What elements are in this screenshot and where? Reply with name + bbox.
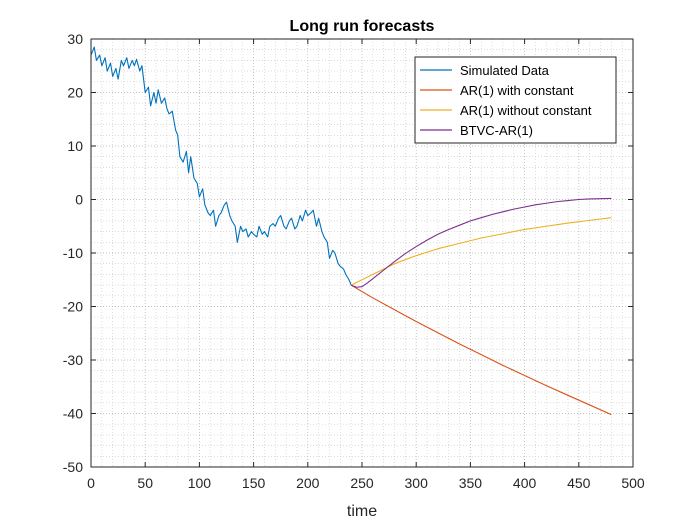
y-tick-label: -20 xyxy=(63,299,83,315)
series-layer xyxy=(90,46,612,416)
series-line-ar-1-with-constant xyxy=(350,284,612,416)
x-tick-label: 100 xyxy=(188,475,212,491)
x-tick-label: 350 xyxy=(459,475,483,491)
axis-ticks xyxy=(90,38,634,468)
x-tick-label: 250 xyxy=(350,475,374,491)
y-tick-label: 20 xyxy=(67,85,83,101)
y-tick-label: -50 xyxy=(63,459,83,475)
x-tick-label: 200 xyxy=(296,475,320,491)
x-tick-label: 450 xyxy=(567,475,591,491)
legend: Simulated Data AR(1) with constant AR(1)… xyxy=(414,56,617,144)
y-tick-label: -10 xyxy=(63,245,83,261)
y-tick-label: -40 xyxy=(63,406,83,422)
chart-title: Long run forecasts xyxy=(290,18,435,35)
legend-label-ar1-with-constant: AR(1) with constant xyxy=(460,83,574,98)
legend-label-btvc-ar1: BTVC-AR(1) xyxy=(460,123,533,138)
y-tick-label: 10 xyxy=(67,138,83,154)
x-tick-label: 300 xyxy=(405,475,429,491)
x-tick-label: 150 xyxy=(242,475,266,491)
x-tick-label: 0 xyxy=(87,475,95,491)
legend-label-simulated-data: Simulated Data xyxy=(460,63,550,78)
legend-box xyxy=(414,56,617,144)
series-line-simulated-data xyxy=(90,46,352,286)
x-tick-label: 500 xyxy=(621,475,645,491)
x-axis-label: time xyxy=(347,503,377,520)
x-tick-label: 50 xyxy=(137,475,153,491)
series-line-ar-1-without-constant xyxy=(350,217,612,286)
y-tick-label: -30 xyxy=(63,352,83,368)
x-tick-labels: 0 50 100 150 200 250 300 350 400 450 500 xyxy=(87,475,645,491)
legend-label-ar1-without-constant: AR(1) without constant xyxy=(460,103,592,118)
series-line-btvc-ar-1 xyxy=(350,197,612,288)
x-tick-label: 400 xyxy=(513,475,537,491)
y-tick-label: 0 xyxy=(75,192,83,208)
y-tick-labels: -50 -40 -30 -20 -10 0 10 20 30 xyxy=(63,31,83,475)
y-tick-label: 30 xyxy=(67,31,83,47)
